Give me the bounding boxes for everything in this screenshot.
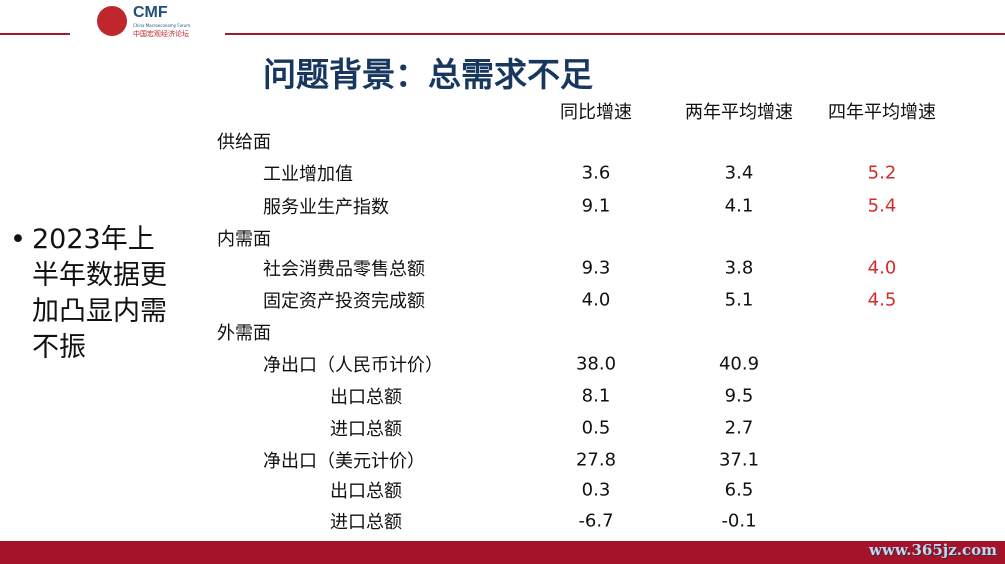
- section-label: 供给面: [217, 132, 271, 153]
- row-label: 进口总额: [330, 512, 402, 533]
- column-header: 两年平均增速: [685, 102, 793, 123]
- logo-chart-icon: [97, 6, 127, 36]
- slide-title: 问题背景：总需求不足: [263, 55, 593, 94]
- bullet-point: • 2023年上半年数据更加凸显内需不振: [10, 222, 170, 366]
- watermark: www.365jz.com: [869, 541, 997, 559]
- column-header: 同比增速: [560, 102, 632, 123]
- table-cell: -0.1: [721, 510, 757, 532]
- table-cell: 4.0: [581, 289, 611, 311]
- table-cell: 0.5: [581, 417, 611, 439]
- bullet-icon: •: [10, 224, 26, 255]
- table-cell: 6.5: [724, 479, 754, 501]
- table-cell: -6.7: [578, 510, 614, 532]
- header-rule-right: [225, 33, 1005, 35]
- section-label: 内需面: [217, 229, 271, 250]
- table-cell: 9.5: [724, 385, 754, 407]
- row-label: 服务业生产指数: [263, 197, 389, 218]
- table-cell: 3.8: [724, 257, 754, 279]
- table-cell: 38.0: [575, 353, 617, 375]
- table-cell: 5.1: [724, 289, 754, 311]
- table-cell: 0.3: [581, 479, 611, 501]
- table-cell: 4.1: [724, 195, 754, 217]
- logo-english: China Macroeconomy Forum: [133, 23, 191, 28]
- cmf-logo: CMF China Macroeconomy Forum 中国宏观经济论坛: [97, 4, 237, 40]
- footer-bar: [0, 541, 1005, 564]
- header-rule-left: [0, 33, 70, 35]
- table-cell: 4.0: [867, 257, 897, 279]
- table-cell: 4.5: [867, 289, 897, 311]
- table-cell: 27.8: [575, 449, 617, 471]
- table-cell: 2.7: [724, 417, 754, 439]
- row-label: 净出口（美元计价）: [263, 451, 425, 472]
- logo-chinese: 中国宏观经济论坛: [133, 30, 189, 38]
- table-cell: 40.9: [718, 353, 760, 375]
- row-label: 出口总额: [330, 481, 402, 502]
- table-cell: 9.3: [581, 257, 611, 279]
- table-cell: 5.2: [867, 162, 897, 184]
- table-cell: 3.6: [581, 162, 611, 184]
- table-cell: 9.1: [581, 195, 611, 217]
- table-cell: 5.4: [867, 195, 897, 217]
- row-label: 固定资产投资完成额: [263, 291, 425, 312]
- row-label: 进口总额: [330, 419, 402, 440]
- logo-brand: CMF: [133, 4, 168, 21]
- table-cell: 37.1: [718, 449, 760, 471]
- column-header: 四年平均增速: [828, 102, 936, 123]
- row-label: 社会消费品零售总额: [263, 259, 425, 280]
- row-label: 净出口（人民币计价）: [263, 355, 443, 376]
- row-label: 工业增加值: [263, 164, 353, 185]
- table-cell: 8.1: [581, 385, 611, 407]
- row-label: 出口总额: [330, 387, 402, 408]
- bullet-text: 2023年上半年数据更加凸显内需不振: [32, 224, 167, 363]
- table-cell: 3.4: [724, 162, 754, 184]
- section-label: 外需面: [217, 323, 271, 344]
